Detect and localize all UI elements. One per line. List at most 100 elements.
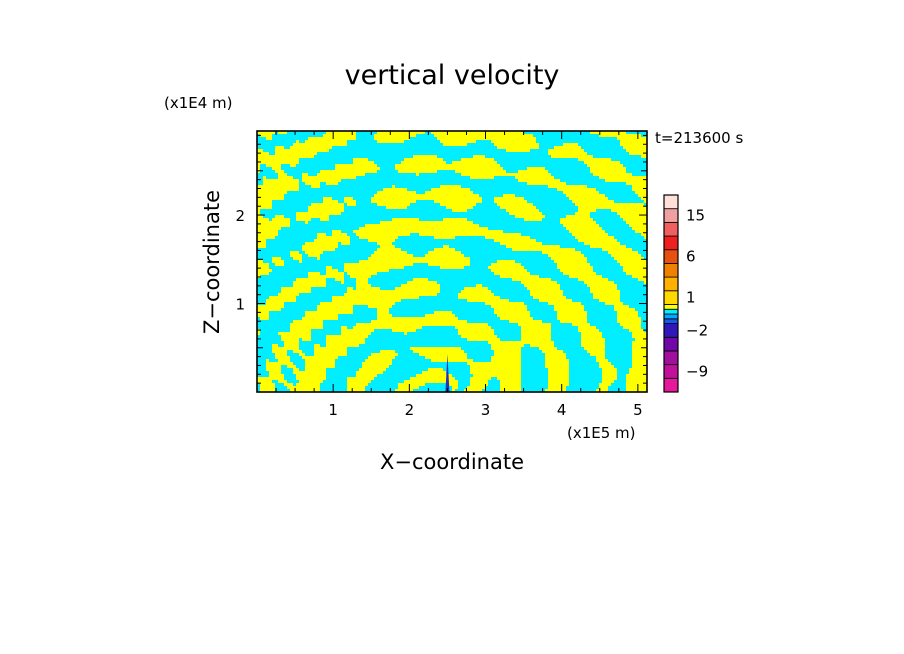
field-band — [512, 248, 575, 251]
field-band — [578, 158, 611, 161]
field-band — [632, 332, 647, 335]
field-band — [269, 371, 281, 374]
field-band — [632, 227, 647, 230]
field-band — [305, 359, 335, 362]
field-band — [257, 272, 269, 275]
field-band — [578, 239, 617, 242]
field-band — [341, 332, 371, 335]
field-band — [317, 173, 365, 176]
field-band — [467, 299, 509, 302]
field-band — [488, 266, 524, 269]
field-band — [356, 281, 368, 284]
field-band — [293, 257, 302, 260]
field-band — [485, 236, 530, 239]
field-band — [557, 188, 596, 191]
field-band — [602, 380, 614, 383]
field-band — [281, 287, 311, 290]
field-band — [545, 359, 569, 362]
field-band — [266, 359, 269, 362]
field-band — [257, 227, 281, 230]
field-band — [257, 314, 269, 317]
field-band — [368, 305, 392, 308]
field-band — [425, 314, 455, 317]
field-band — [392, 185, 395, 188]
field-band — [455, 326, 491, 329]
field-band — [494, 239, 536, 242]
field-band — [446, 206, 473, 209]
field-band — [266, 164, 281, 167]
field-band — [290, 323, 323, 326]
field-band — [614, 257, 644, 260]
field-band — [305, 182, 320, 185]
field-band — [260, 383, 275, 386]
field-band — [317, 257, 320, 260]
colorbar-swatch — [663, 221, 679, 237]
field-band — [380, 350, 395, 353]
field-band — [380, 221, 473, 224]
field-band — [632, 275, 647, 278]
field-band — [500, 242, 542, 245]
field-band — [299, 260, 302, 263]
field-band — [578, 278, 608, 281]
x-axis: 1 2 3 4 5 — [275, 131, 643, 419]
field-band — [257, 269, 272, 272]
field-band — [602, 374, 617, 377]
field-band — [290, 389, 320, 392]
field-band — [521, 332, 551, 335]
field-band — [302, 338, 311, 341]
field-band — [494, 272, 530, 275]
field-band — [494, 353, 521, 356]
colorbar-swatch — [663, 249, 679, 264]
field-band — [257, 188, 299, 191]
field-band — [377, 311, 389, 314]
field-band — [632, 185, 647, 188]
field-band — [554, 305, 584, 308]
field-band — [326, 266, 332, 269]
field-band — [296, 212, 341, 215]
field-band — [305, 221, 308, 224]
field-band — [371, 197, 482, 200]
field-band — [512, 278, 551, 281]
field-band — [395, 164, 500, 167]
field-band — [296, 278, 326, 281]
field-band — [257, 185, 299, 188]
field-band — [527, 182, 566, 185]
field-band — [332, 230, 341, 233]
field-band — [272, 344, 278, 347]
field-band — [560, 320, 587, 323]
field-band — [632, 344, 647, 347]
field-band — [641, 155, 647, 158]
field-band — [551, 155, 593, 158]
field-band — [404, 332, 407, 335]
field-band — [599, 176, 647, 179]
field-band — [635, 191, 647, 194]
field-band — [323, 134, 356, 137]
field-band — [551, 257, 587, 260]
field-band — [599, 134, 641, 137]
field-band — [257, 224, 290, 227]
field-band — [419, 233, 521, 236]
field-band — [293, 368, 299, 371]
field-band — [344, 197, 353, 200]
field-band — [440, 185, 461, 188]
field-band — [518, 323, 551, 326]
field-band — [518, 170, 548, 173]
field-band — [587, 164, 623, 167]
field-band — [305, 242, 338, 245]
field-band — [353, 161, 374, 164]
colorbar-swatch — [663, 308, 679, 315]
field-band — [341, 326, 347, 329]
field-band — [593, 293, 620, 296]
colorbar-swatch — [663, 276, 679, 292]
field-band — [491, 140, 536, 143]
field-band — [440, 140, 476, 143]
field-band — [545, 362, 569, 365]
x-tick-label: 5 — [633, 401, 643, 419]
field-band — [275, 146, 284, 149]
field-band — [314, 239, 350, 242]
field-band — [302, 317, 338, 320]
field-band — [353, 230, 503, 233]
field-band — [347, 377, 374, 380]
field-band — [290, 329, 311, 332]
